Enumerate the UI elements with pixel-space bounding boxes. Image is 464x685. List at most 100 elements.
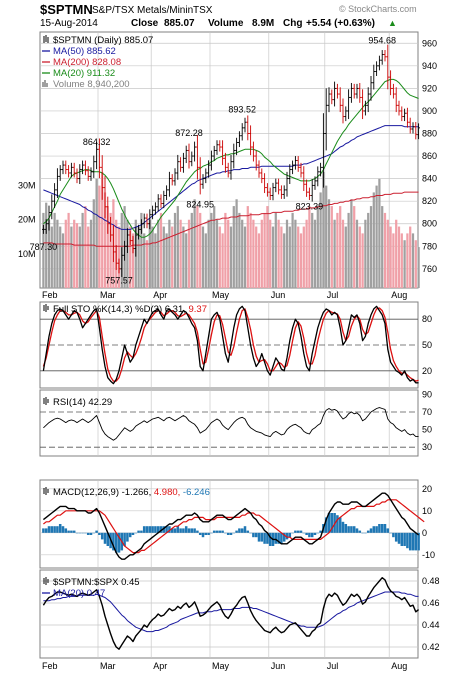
volume-bar — [232, 206, 235, 288]
macd-histogram-bar — [235, 530, 238, 533]
macd-histogram-bar — [238, 528, 241, 533]
volume-bar — [87, 226, 90, 288]
volume-bar — [129, 226, 132, 288]
ohlc-bar — [75, 168, 79, 184]
macd-histogram-bar — [268, 532, 272, 546]
ohlc-bar — [406, 107, 409, 128]
ohlc-bar — [305, 179, 308, 197]
macd-histogram-bar — [179, 528, 182, 533]
macd-histogram-bar — [128, 532, 132, 538]
volume-bar — [70, 226, 73, 288]
ohlc-bar — [50, 194, 54, 220]
y-tick-label: 0 — [422, 528, 427, 538]
ohlc-bar — [193, 141, 196, 162]
ohlc-bar — [291, 160, 294, 175]
y-tick-label: 80 — [422, 314, 432, 324]
volume-bar — [302, 226, 305, 288]
ohlc-bar — [86, 166, 90, 181]
price-annotation: 824.95 — [186, 200, 214, 210]
macd-histogram-bar — [324, 517, 328, 533]
ohlc-bar — [53, 183, 56, 208]
macd-histogram-bar — [246, 530, 250, 533]
volume-bar — [126, 219, 129, 288]
macd-histogram-bar — [182, 528, 185, 533]
ohlc-bar — [109, 216, 112, 242]
macd-histogram-bar — [240, 528, 244, 533]
volume-bar — [229, 226, 233, 288]
macd-histogram-bar — [344, 524, 348, 533]
ohlc-bar — [145, 213, 149, 229]
ohlc-bar — [179, 157, 182, 172]
volume-bar — [333, 219, 336, 288]
macd-histogram-bar — [305, 532, 308, 535]
volume-bar — [316, 206, 319, 288]
volume-bar — [196, 206, 199, 288]
macd-histogram-bar — [196, 530, 199, 533]
stochastic-legend: Full STO %K(14,3) %D(3) 6.31, 9.37 — [43, 304, 207, 315]
indicator-icon — [43, 487, 49, 495]
ohlc-bar — [170, 174, 174, 186]
ohlc-bar — [224, 152, 227, 173]
volume-bar — [325, 185, 328, 288]
macd-histogram-bar — [302, 532, 306, 534]
ohlc-bar — [243, 117, 247, 133]
legend-entry: 9.37 — [186, 304, 207, 315]
macd-histogram-bar — [81, 532, 84, 534]
price-annotation: 872.28 — [175, 128, 203, 138]
ohlc-bar — [271, 182, 275, 201]
ohlc-bar — [95, 141, 98, 170]
legend-text: MA(200) 828.08 — [53, 57, 121, 68]
macd-histogram-bar — [355, 528, 359, 533]
macd-histogram-bar — [411, 532, 415, 551]
ohlc-bar — [215, 140, 219, 155]
macd-histogram-bar — [274, 532, 278, 544]
ohlc-bar — [176, 154, 180, 180]
ohlc-bar — [254, 150, 258, 171]
ohlc-bar — [417, 123, 420, 140]
ohlc-bar — [316, 166, 320, 187]
macd-histogram-bar — [103, 532, 107, 544]
ohlc-bar — [260, 168, 264, 184]
macd-histogram-bar — [316, 532, 320, 534]
y-tick-label: 0.48 — [422, 576, 440, 586]
macd-histogram-bar — [358, 530, 362, 533]
ohlc-bar — [319, 162, 322, 177]
ohlc-bar — [294, 156, 297, 170]
volume-bar — [305, 219, 308, 288]
volume-bar — [322, 171, 325, 288]
macd-histogram-bar — [210, 532, 213, 534]
ohlc-bar — [302, 166, 306, 192]
volume-bar — [165, 233, 168, 288]
macd-histogram-bar — [204, 532, 208, 535]
ohlc-bar — [131, 235, 135, 254]
volume-bar — [162, 226, 165, 288]
macd-histogram-bar — [75, 532, 79, 534]
macd-histogram-bar — [134, 532, 138, 534]
y-tick-label: 0.44 — [422, 620, 440, 630]
macd-histogram-bar — [408, 532, 412, 551]
macd-histogram-bar — [140, 530, 143, 533]
macd-histogram-bar — [187, 528, 191, 533]
ohlc-bar — [361, 89, 364, 120]
volume-bar — [299, 233, 303, 288]
ohlc-bar — [389, 70, 392, 96]
volume-bar — [263, 212, 266, 288]
volume-bar — [319, 192, 322, 288]
y-tick-label: 70 — [422, 407, 432, 417]
macd-histogram-bar — [106, 532, 110, 546]
legend-entry: RSI(14) 42.29 — [53, 397, 112, 408]
bottom-month-axis: Feb Mar Apr May Jun Jul Aug — [42, 661, 407, 671]
price-annotation: 864.32 — [83, 137, 111, 147]
macd-histogram-bar — [266, 532, 269, 544]
y-tick-label: 20 — [422, 366, 432, 376]
relative-lines — [42, 577, 420, 650]
macd-histogram-bar — [364, 532, 367, 534]
macd-histogram-bar — [319, 530, 322, 533]
volume-bar — [350, 199, 353, 288]
ohlc-bar — [162, 190, 166, 209]
ohlc-bar — [112, 224, 115, 263]
volume-bar — [42, 212, 45, 288]
ohlc-bar — [182, 152, 185, 173]
ohlc-bar — [252, 141, 255, 162]
